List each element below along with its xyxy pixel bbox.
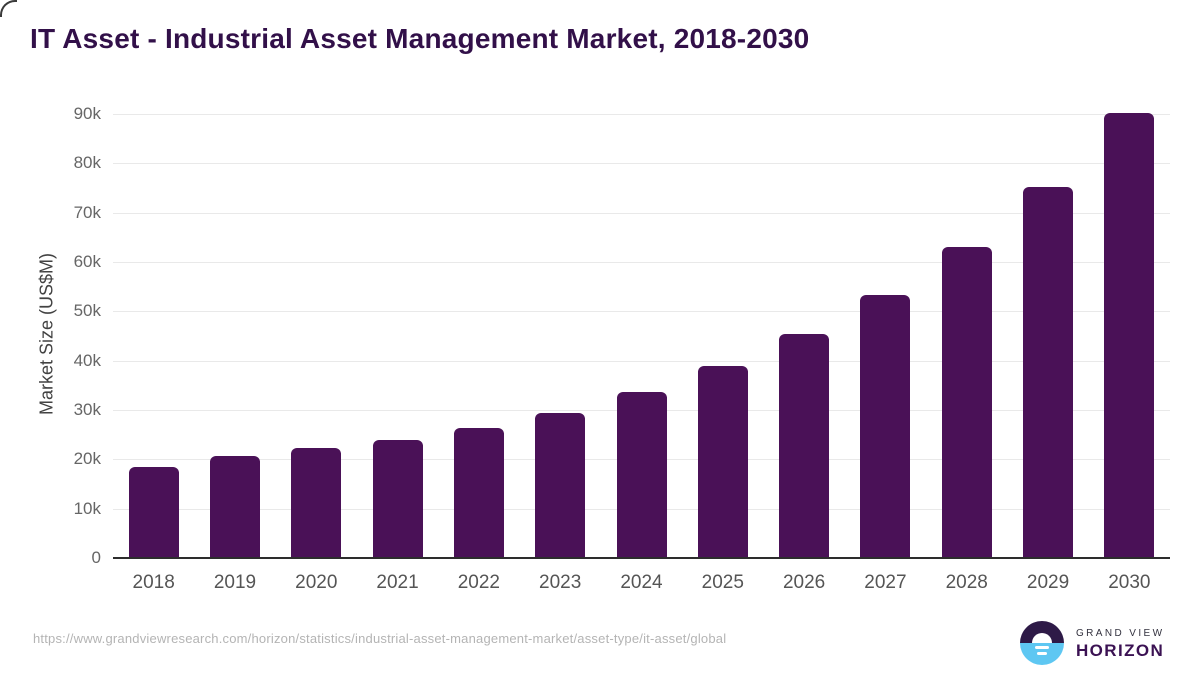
x-tick-label-2028: 2028 xyxy=(945,572,988,593)
logo-brand-name: GRAND VIEW xyxy=(1076,628,1165,639)
x-tick-label-2025: 2025 xyxy=(701,572,744,593)
bar-2019 xyxy=(209,456,260,558)
logo-sun-dome xyxy=(1032,633,1052,643)
bar-2022 xyxy=(453,428,504,558)
source-url: https://www.grandviewresearch.com/horizo… xyxy=(33,631,727,646)
x-tick-label-2030: 2030 xyxy=(1108,572,1151,593)
y-tick-label: 40k xyxy=(73,350,101,370)
y-tick-label: 80k xyxy=(73,153,101,173)
gridline xyxy=(113,360,1170,362)
x-tick-label-2029: 2029 xyxy=(1026,572,1070,593)
x-tick-label-2022: 2022 xyxy=(457,572,501,593)
y-tick-label: 30k xyxy=(73,400,101,419)
y-tick-label: 20k xyxy=(73,449,101,469)
logo-reflection-line xyxy=(1035,646,1049,649)
y-tick-label: 0 xyxy=(91,548,101,567)
grand-view-horizon-logo: GRAND VIEW HORIZON xyxy=(1020,620,1163,666)
bar-2018 xyxy=(128,467,179,558)
x-tick-label-2024: 2024 xyxy=(620,572,663,593)
chart-title: IT Asset - Industrial Asset Management M… xyxy=(30,23,810,54)
bar-2025 xyxy=(697,366,748,558)
gridline xyxy=(113,114,1170,115)
bar-2026 xyxy=(779,334,830,558)
logo-text: GRAND VIEW HORIZON xyxy=(1076,628,1164,661)
x-tick-label-2020: 2020 xyxy=(295,572,338,593)
x-tick-label-2027: 2027 xyxy=(864,572,907,593)
bar-2021 xyxy=(372,440,423,558)
bar-2027 xyxy=(860,295,911,558)
x-axis-line xyxy=(113,557,1170,559)
y-tick-label: 90k xyxy=(73,104,101,123)
logo-reflection-line xyxy=(1037,652,1047,655)
horizon-sun-icon xyxy=(1020,621,1064,665)
y-tick-label: 50k xyxy=(73,301,101,321)
gridline xyxy=(113,311,1170,313)
bar-2030 xyxy=(1104,112,1155,558)
logo-product-name: HORIZON xyxy=(1076,641,1165,660)
y-tick-label: 10k xyxy=(73,498,101,518)
x-tick-label-2026: 2026 xyxy=(782,572,826,593)
bar-2028 xyxy=(941,246,992,558)
x-tick-label-2023: 2023 xyxy=(539,572,582,593)
bar-2024 xyxy=(616,392,667,558)
bar-2023 xyxy=(535,412,586,558)
y-axis-title: Market Size (US$M) xyxy=(36,252,57,416)
x-tick-label-2019: 2019 xyxy=(213,572,257,593)
x-tick-label-2018: 2018 xyxy=(132,572,175,593)
plot-area xyxy=(113,112,1170,558)
gridline xyxy=(113,262,1170,263)
bar-2029 xyxy=(1023,186,1074,558)
gridline xyxy=(113,212,1170,214)
logo-sky-half xyxy=(1020,621,1064,643)
y-tick-label: 70k xyxy=(73,202,101,222)
bar-2020 xyxy=(291,448,342,558)
x-tick-label-2021: 2021 xyxy=(376,572,419,593)
card-corner-arc xyxy=(0,0,17,17)
y-tick-label: 60k xyxy=(73,252,101,271)
gridline xyxy=(113,163,1170,165)
